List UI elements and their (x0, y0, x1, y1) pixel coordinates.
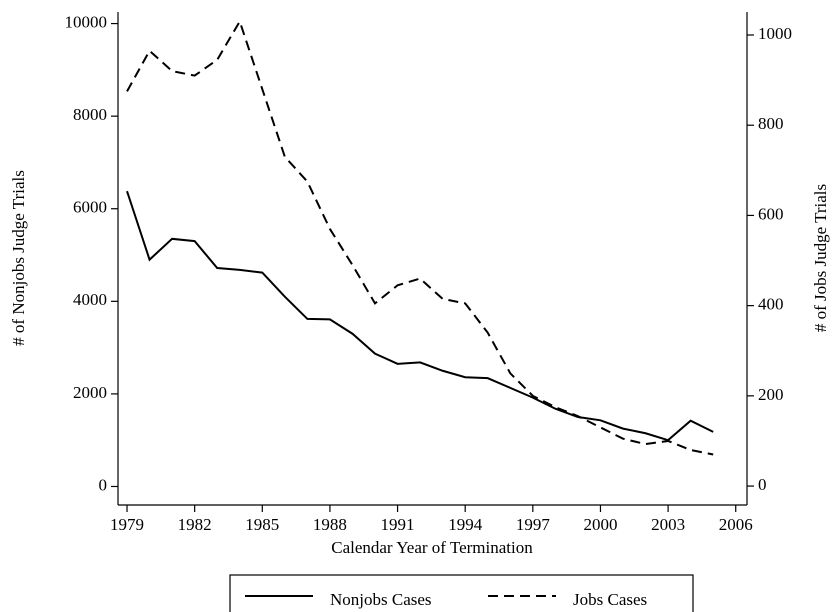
y-axis-label: # of Nonjobs Judge Trials (9, 170, 28, 346)
x-tick-label: 2006 (719, 515, 753, 534)
x-axis-label: Calendar Year of Termination (331, 538, 533, 557)
x-tick-label: 1997 (516, 515, 551, 534)
y2-tick-label: 600 (758, 204, 784, 223)
x-tick-label: 1994 (448, 515, 483, 534)
y-tick-label: 10000 (65, 12, 108, 31)
y2-tick-label: 400 (758, 295, 784, 314)
x-tick-label: 2003 (651, 515, 685, 534)
series-line (126, 190, 714, 442)
y-tick-label: 0 (99, 475, 108, 494)
y2-tick-label: 1000 (758, 24, 792, 43)
series-line (126, 19, 714, 456)
y-tick-label: 4000 (73, 290, 107, 309)
x-tick-label: 1979 (110, 515, 144, 534)
x-tick-label: 1991 (381, 515, 415, 534)
x-tick-label: 2000 (583, 515, 617, 534)
y2-tick-label: 200 (758, 385, 784, 404)
legend-label: Jobs Cases (573, 590, 647, 609)
x-tick-label: 1988 (313, 515, 347, 534)
y2-tick-label: 0 (758, 475, 767, 494)
legend-label: Nonjobs Cases (330, 590, 432, 609)
y2-tick-label: 800 (758, 114, 784, 133)
y-tick-label: 6000 (73, 198, 107, 217)
y2-axis-label: # of Jobs Judge Trials (811, 184, 830, 332)
x-tick-label: 1985 (245, 515, 279, 534)
y-tick-label: 2000 (73, 383, 107, 402)
x-tick-label: 1982 (178, 515, 212, 534)
legend-box (229, 574, 694, 612)
y-tick-label: 8000 (73, 105, 107, 124)
